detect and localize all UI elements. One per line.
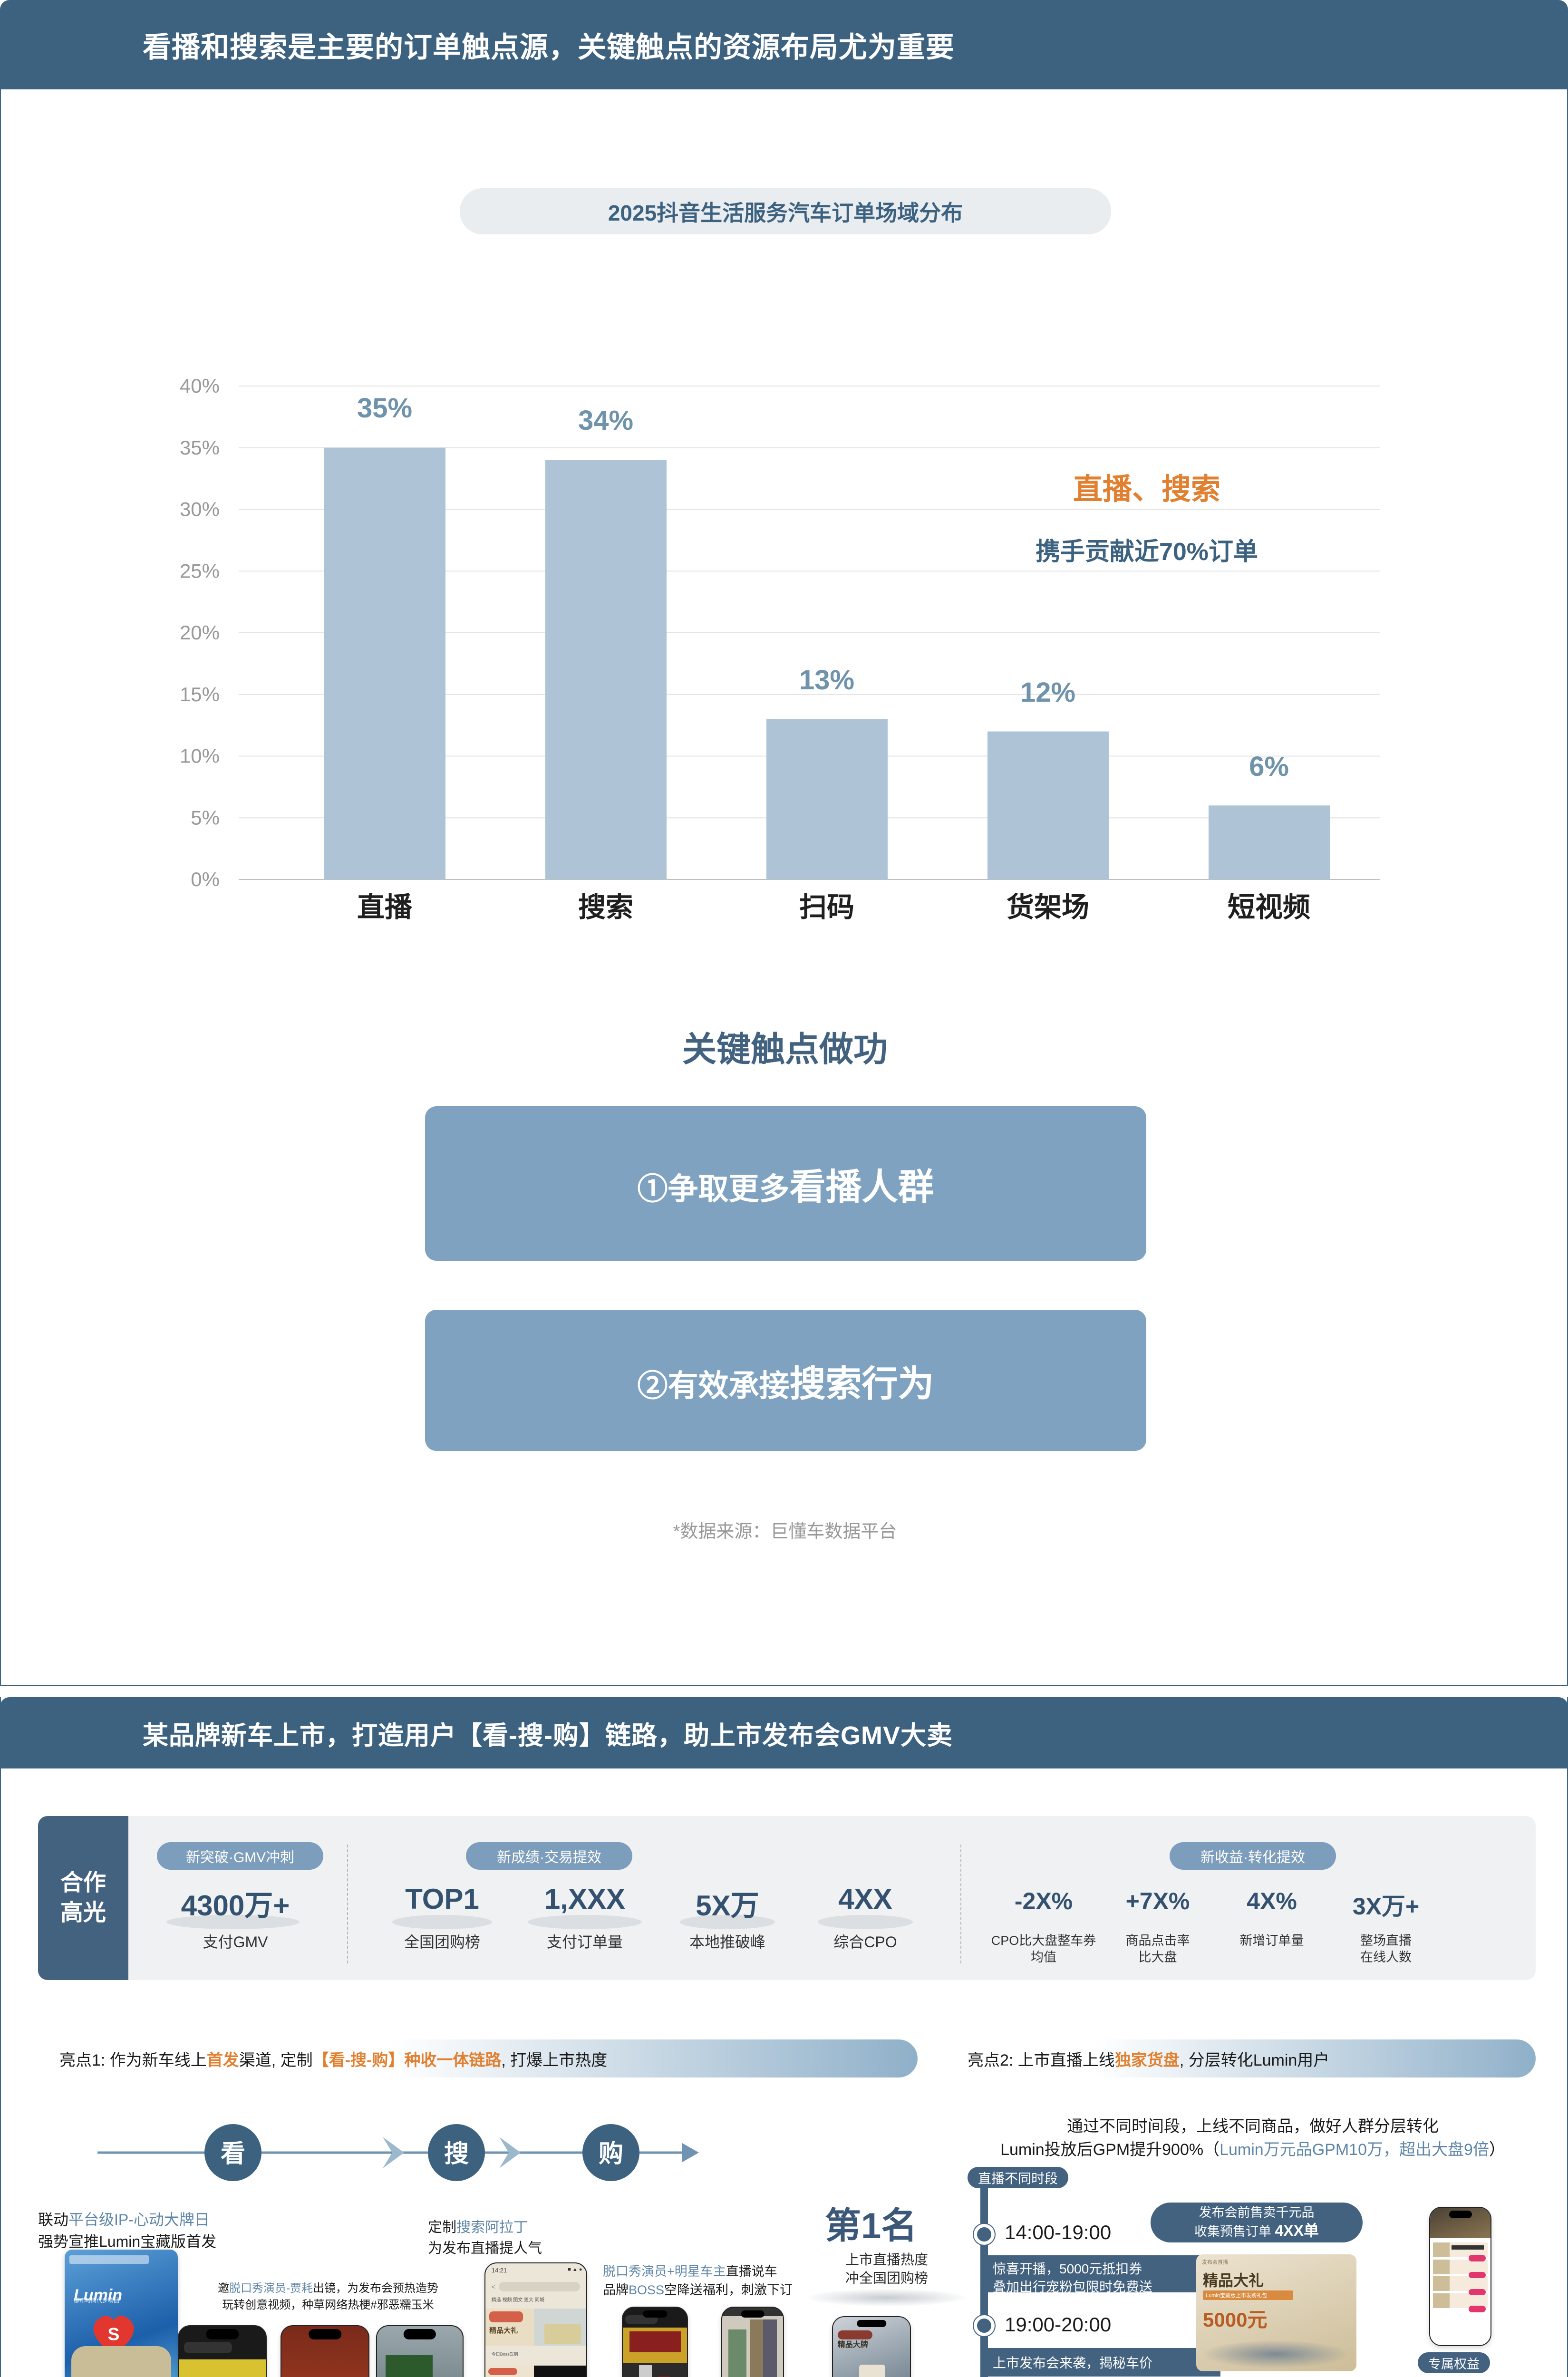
- svg-text:扫码: 扫码: [799, 892, 854, 921]
- svg-text:货架场: 货架场: [1007, 892, 1089, 921]
- svg-text:13%: 13%: [799, 665, 854, 696]
- svg-text:34%: 34%: [578, 405, 633, 436]
- svg-text:25%: 25%: [180, 560, 220, 582]
- svg-text:10%: 10%: [180, 745, 220, 767]
- svg-text:35%: 35%: [357, 393, 412, 424]
- svg-text:短视频: 短视频: [1228, 892, 1310, 921]
- svg-text:5%: 5%: [191, 806, 220, 829]
- svg-text:15%: 15%: [180, 683, 220, 705]
- svg-text:0%: 0%: [191, 868, 220, 890]
- svg-text:S: S: [107, 2324, 119, 2344]
- svg-text:35%: 35%: [180, 436, 220, 459]
- svg-text:直播: 直播: [357, 892, 413, 921]
- svg-text:40%: 40%: [180, 375, 220, 397]
- svg-text:购: 购: [599, 2140, 623, 2168]
- svg-text:30%: 30%: [180, 498, 220, 521]
- svg-text:20%: 20%: [180, 621, 220, 644]
- svg-text:看: 看: [221, 2140, 245, 2168]
- svg-text:搜: 搜: [444, 2140, 469, 2168]
- svg-text:搜索: 搜索: [578, 892, 633, 921]
- svg-text:12%: 12%: [1020, 677, 1075, 708]
- svg-text:6%: 6%: [1249, 751, 1289, 782]
